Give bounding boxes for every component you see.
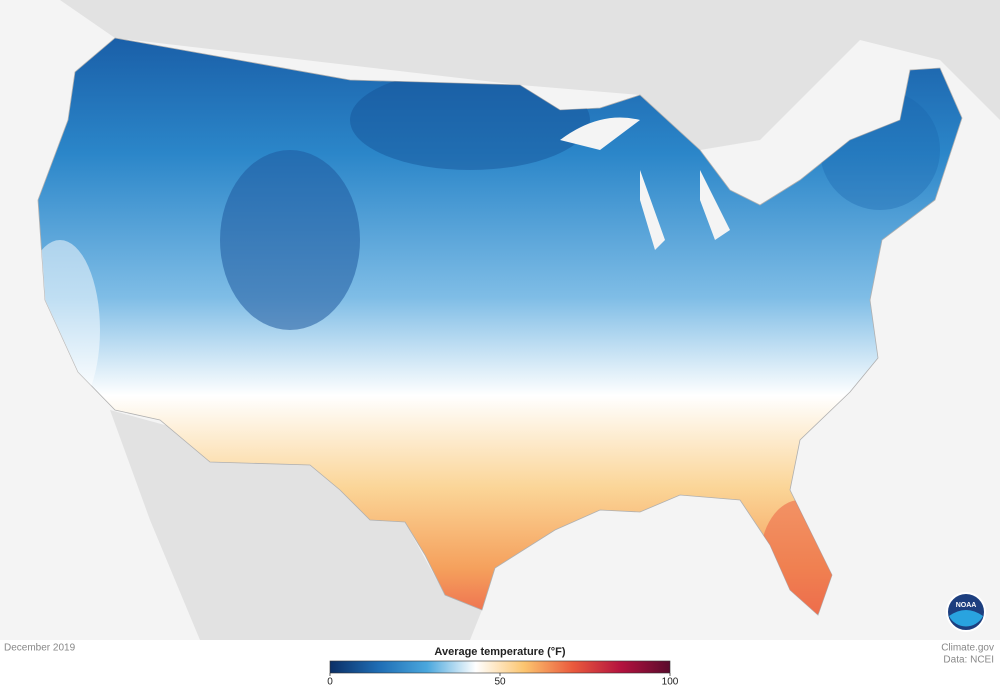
- colorbar-tick-label: 0: [327, 677, 333, 688]
- date-label: December 2019: [4, 643, 76, 654]
- noaa-logo-text: NOAA: [956, 602, 977, 609]
- colorbar-tick-label: 100: [662, 677, 679, 688]
- legend-title: Average temperature (°F): [434, 646, 565, 658]
- noaa-logo-wave: [949, 610, 983, 627]
- source-label: Data: NCEI: [943, 655, 994, 666]
- great-lakes: [560, 117, 730, 250]
- credit-label: Climate.gov: [941, 643, 994, 654]
- colorbar-tick-label: 50: [494, 677, 506, 688]
- colorbar: [329, 660, 671, 674]
- mexico-land: [110, 410, 482, 640]
- canada-land: [0, 0, 1000, 150]
